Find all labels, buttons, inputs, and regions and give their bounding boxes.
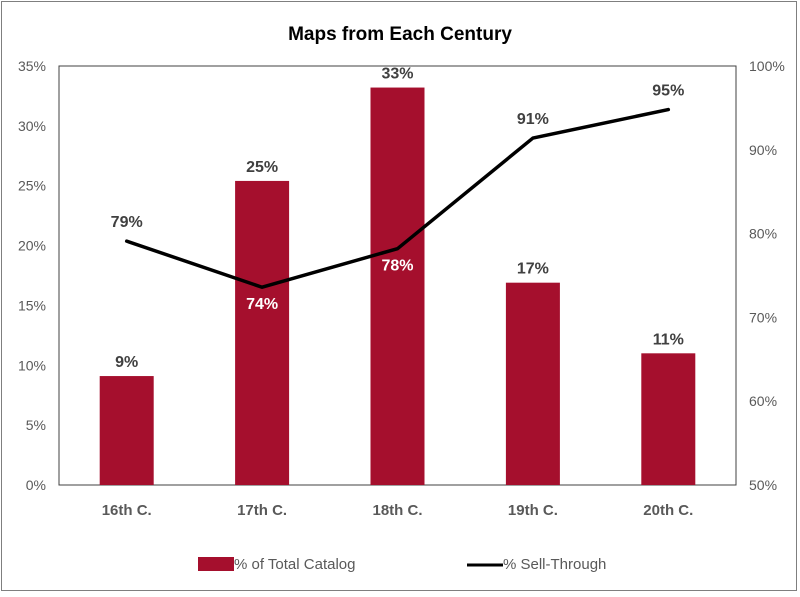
line-data-label: 74% [246, 296, 278, 313]
legend: % of Total Catalog % Sell-Through [198, 556, 606, 573]
right-tick-label: 70% [749, 309, 777, 325]
line-data-label: 91% [517, 111, 549, 128]
bar-data-label: 11% [653, 331, 684, 348]
left-tick-label: 25% [18, 178, 46, 194]
left-tick-label: 10% [18, 357, 46, 373]
line-series [124, 107, 671, 289]
category-label: 17th C. [237, 502, 287, 519]
bar-series [99, 87, 696, 485]
left-tick-label: 20% [18, 238, 46, 254]
bar-data-label: 17% [517, 261, 549, 278]
legend-label-bar: % of Total Catalog [234, 556, 355, 573]
sell-through-line [124, 107, 671, 289]
bar-data-label: 25% [246, 159, 278, 176]
line-data-label: 79% [111, 214, 143, 231]
right-tick-label: 50% [749, 477, 777, 493]
bar-data-label: 9% [115, 354, 138, 371]
left-tick-label: 35% [18, 58, 46, 74]
left-tick-label: 15% [18, 297, 46, 313]
data-labels: 9% 25% 33% 17% 11% 79% 74% 78% 91% 95% [111, 66, 685, 372]
category-axis: 16th C. 17th C. 18th C. 19th C. 20th C. [102, 502, 694, 519]
line-data-label: 78% [381, 258, 413, 275]
right-tick-label: 90% [749, 142, 777, 158]
chart-title: Maps from Each Century [288, 24, 512, 45]
legend-swatch-bar [198, 557, 234, 571]
category-label: 16th C. [102, 502, 152, 519]
category-label: 20th C. [643, 502, 693, 519]
right-tick-label: 60% [749, 393, 777, 409]
bar [235, 180, 290, 485]
legend-label-line: % Sell-Through [503, 556, 606, 573]
bar-data-label: 33% [381, 66, 413, 83]
left-tick-label: 0% [26, 477, 46, 493]
right-tick-label: 100% [749, 58, 785, 74]
bar [505, 282, 560, 485]
category-label: 19th C. [508, 502, 558, 519]
bar [641, 353, 696, 485]
left-tick-label: 30% [18, 118, 46, 134]
right-axis: 50% 60% 70% 80% 90% 100% [749, 58, 785, 493]
left-axis: 0% 5% 10% 15% 20% 25% 30% 35% [18, 58, 46, 493]
right-tick-label: 80% [749, 226, 777, 242]
bar [99, 376, 154, 485]
left-tick-label: 5% [26, 417, 46, 433]
category-label: 18th C. [372, 502, 422, 519]
bar [370, 87, 425, 485]
line-data-label: 95% [652, 83, 684, 100]
